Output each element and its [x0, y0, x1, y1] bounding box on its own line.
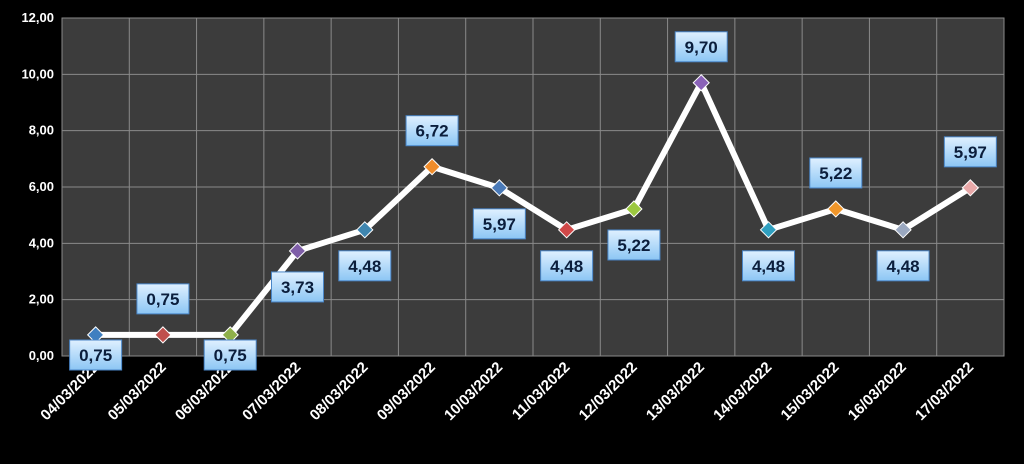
- data-label-box: [809, 157, 863, 189]
- data-label-text: 3,73: [281, 278, 314, 297]
- data-label: 4,48: [338, 250, 392, 282]
- data-marker: [288, 242, 307, 260]
- data-label: 5,97: [943, 136, 997, 168]
- data-label-box: [136, 283, 190, 315]
- data-labels: 0,75 0,75 0,75 3,73 4,48 6,72 5,97 4,48 5,22 9,70…: [69, 31, 997, 371]
- data-label: 4,48: [876, 250, 930, 282]
- data-label-box: [69, 339, 123, 371]
- data-marker: [423, 158, 441, 176]
- data-label-box: [943, 136, 997, 168]
- data-label-text: 5,22: [617, 236, 650, 255]
- data-label-text: 4,48: [550, 257, 583, 276]
- data-label-text: 5,22: [819, 164, 852, 183]
- data-label: 9,70: [674, 31, 728, 63]
- data-label-text: 4,48: [348, 257, 381, 276]
- data-label-text: 0,75: [79, 346, 112, 365]
- data-label-box: [338, 250, 392, 282]
- data-marker: [827, 200, 845, 218]
- data-marker: [759, 221, 778, 239]
- data-marker: [692, 74, 710, 92]
- data-label: 0,75: [203, 339, 257, 371]
- data-marker: [557, 221, 576, 239]
- data-label: 4,48: [742, 250, 795, 282]
- data-label: 6,72: [405, 115, 459, 147]
- data-label: 0,75: [69, 339, 123, 371]
- data-label-text: 4,48: [752, 257, 785, 276]
- data-label-box: [674, 31, 728, 63]
- data-marker: [961, 179, 980, 197]
- data-label-text: 0,75: [214, 346, 247, 365]
- data-label-text: 9,70: [685, 38, 718, 57]
- y-tick-label: 8,00: [29, 123, 54, 138]
- data-label-box: [203, 339, 257, 371]
- y-tick-label: 2,00: [29, 292, 54, 307]
- data-label-text: 0,75: [146, 290, 179, 309]
- data-label: 4,48: [540, 250, 594, 282]
- data-label-box: [607, 229, 661, 261]
- y-tick-label: 12,00: [21, 10, 54, 25]
- data-label-box: [472, 208, 526, 240]
- data-label-text: 5,97: [483, 215, 516, 234]
- data-marker: [490, 179, 509, 197]
- y-tick-label: 0,00: [29, 348, 54, 363]
- data-label: 3,73: [271, 271, 324, 303]
- data-label: 0,75: [136, 283, 190, 315]
- data-label-text: 4,48: [887, 257, 920, 276]
- data-markers: [86, 74, 980, 344]
- data-label: 5,22: [607, 229, 661, 261]
- data-label-box: [742, 250, 795, 282]
- data-label: 5,97: [472, 208, 526, 240]
- y-tick-label: 4,00: [29, 235, 54, 250]
- data-marker: [154, 326, 172, 344]
- data-label-box: [271, 271, 324, 303]
- data-label-box: [405, 115, 459, 147]
- data-marker: [894, 221, 912, 239]
- y-tick-label: 6,00: [29, 179, 54, 194]
- data-marker: [356, 221, 374, 239]
- data-label-text: 5,97: [954, 143, 987, 162]
- y-axis-tick-labels: 0,00 2,00 4,00 6,00 8,00 10,00 12,00: [21, 10, 54, 363]
- data-marker: [625, 200, 643, 218]
- data-label-text: 6,72: [416, 122, 449, 141]
- data-label: 5,22: [809, 157, 863, 189]
- series-line: [92, 79, 974, 338]
- y-tick-label: 10,00: [21, 66, 54, 81]
- data-label-box: [876, 250, 930, 282]
- data-label-box: [540, 250, 594, 282]
